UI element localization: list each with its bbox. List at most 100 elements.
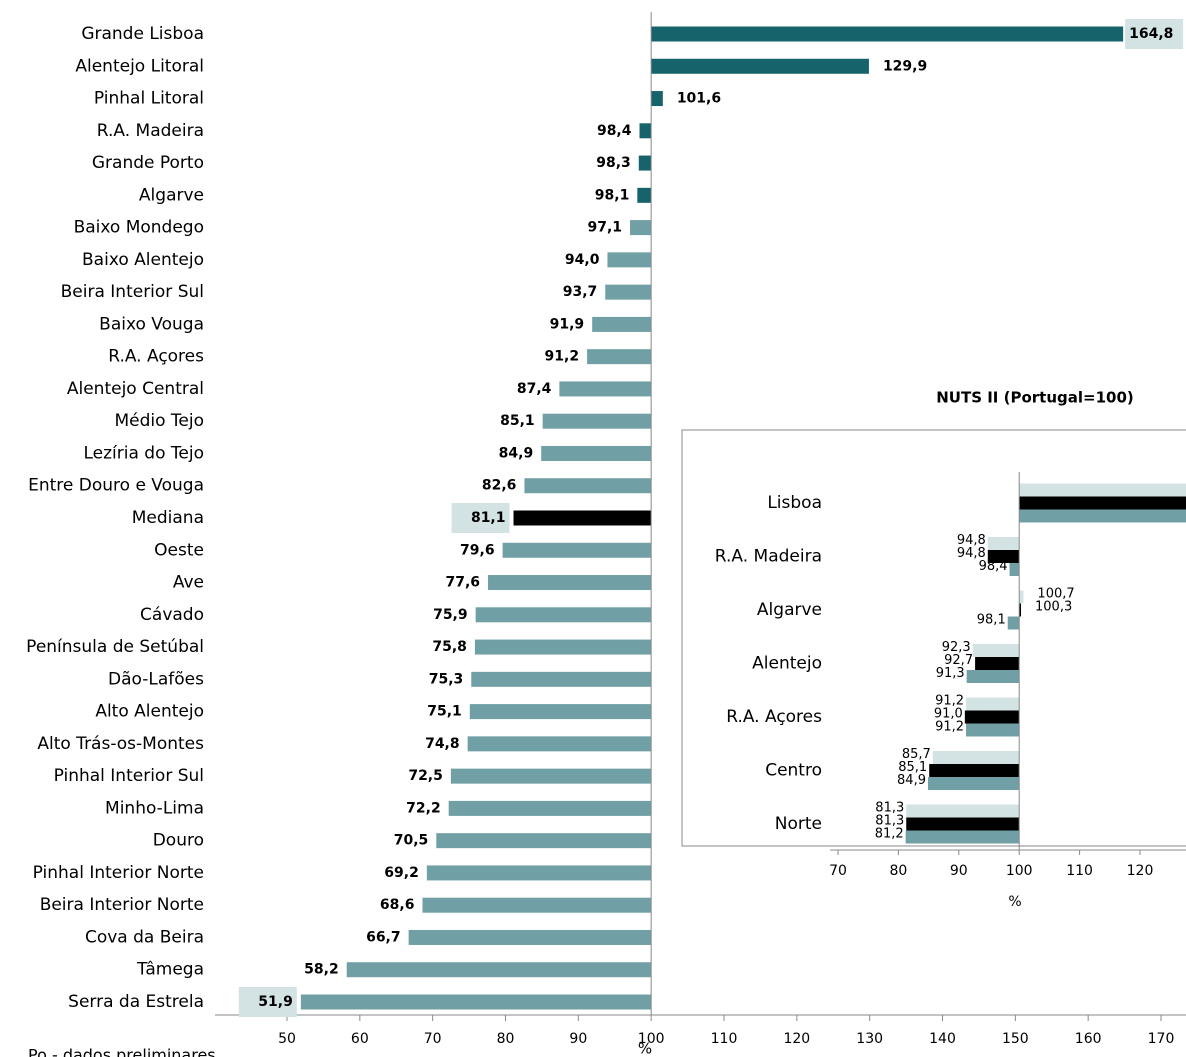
inset-category-label: Norte [775,814,822,834]
bar [559,381,652,397]
x-tick-label: 170 [1148,1031,1175,1047]
category-label: Algarve [139,185,204,205]
inset-category-label: Lisboa [767,493,822,513]
inset-bar [964,710,1020,724]
inset-x-tick-label: 110 [1066,863,1093,879]
inset-bar [929,764,1020,777]
value-label: 51,9 [258,994,293,1010]
inset-value-label: 94,8 [957,533,986,548]
inset-bar [905,830,1020,844]
category-label: Serra da Estrela [68,992,204,1012]
value-label: 75,1 [427,704,462,720]
label-highlight [1125,19,1184,49]
inset-bar [966,723,1020,737]
x-tick-label: 140 [929,1031,956,1047]
value-label: 82,6 [482,478,517,494]
label-highlight [451,503,510,533]
category-label: Grande Porto [92,153,204,173]
bar [408,929,652,945]
category-label: Alentejo Litoral [75,56,204,76]
x-tick-label: 50 [278,1031,296,1047]
value-label: 164,8 [1129,26,1173,42]
label-highlight [238,987,297,1017]
inset-bar [1019,496,1186,510]
value-label: 129,9 [883,58,927,74]
inset-value-label: 98,4 [979,559,1008,574]
inset-value-label: 91,2 [935,694,964,709]
category-label: Baixo Alentejo [82,250,204,270]
inset-x-tick-label: 120 [1127,863,1154,879]
bar [651,58,869,74]
value-label: 91,9 [550,316,585,332]
note: Po - dados preliminares [28,1046,216,1057]
category-label: Baixo Mondego [74,218,204,238]
inset-category-label: R.A. Madeira [715,547,822,567]
inset-category-label: Centro [765,761,822,781]
bar [300,994,652,1010]
inset-value-label: 85,1 [898,760,927,775]
bar [513,510,652,526]
inset-bar [987,537,1020,550]
inset-category-label: Algarve [757,600,822,620]
category-label: Península de Setúbal [26,637,204,657]
bar [541,445,652,461]
category-label: Ave [173,573,204,593]
inset-bar [987,550,1020,563]
x-tick-label: 60 [351,1031,369,1047]
x-tick-label: 70 [424,1031,442,1047]
bar [592,316,652,332]
value-label: 101,6 [677,91,721,107]
value-label: 68,6 [380,897,415,913]
bar [630,220,652,236]
category-label: Pinhal Interior Norte [33,863,204,883]
inset-x-axis-label: % [1008,894,1021,910]
inset-bar [1019,509,1186,523]
inset-value-label: 100,3 [1035,600,1072,615]
inset-bar [972,644,1020,657]
inset-bar [906,817,1020,831]
category-label: Douro [153,831,204,851]
category-label: Alto Trás-os-Montes [37,734,204,754]
inset-bar [932,751,1020,764]
inset-x-tick-label: 80 [889,863,907,879]
inset-bar [1009,563,1020,576]
category-label: R.A. Açores [108,347,204,367]
bar [471,671,652,687]
value-label: 75,3 [429,671,464,687]
category-label: Alto Alentejo [95,702,204,722]
bar [502,542,652,558]
bar [637,187,652,203]
x-axis-label: % [638,1040,652,1057]
category-label: Lezíria do Tejo [84,443,205,463]
inset-bar [1019,590,1024,604]
inset-bar [1019,483,1186,497]
bar [605,284,652,300]
category-label: Entre Douro e Vouga [28,476,204,496]
bar [436,833,652,849]
bar [638,155,652,171]
inset-value-label: 98,1 [977,613,1006,628]
category-label: Mediana [132,508,204,528]
x-tick-label: 90 [569,1031,587,1047]
inset-value-label: 81,3 [875,814,904,829]
inset-value-label: 81,3 [875,801,904,816]
value-label: 72,2 [406,800,441,816]
bar [450,768,652,784]
inset-value-label: 81,2 [875,827,904,842]
inset-category-label: R.A. Açores [726,707,822,727]
value-label: 75,8 [432,639,467,655]
x-tick-label: 120 [783,1031,810,1047]
category-label: Cávado [140,605,204,625]
bar [426,865,652,881]
bar [448,800,652,816]
value-label: 79,6 [460,542,495,558]
inset-value-label: 92,7 [944,653,973,668]
value-label: 98,3 [596,155,631,171]
category-label: Beira Interior Norte [40,895,204,915]
bar [639,123,652,139]
category-label: Pinhal Interior Sul [54,766,204,786]
bar [475,607,652,623]
inset-bar [1007,616,1020,630]
category-label: Beira Interior Sul [61,282,204,302]
